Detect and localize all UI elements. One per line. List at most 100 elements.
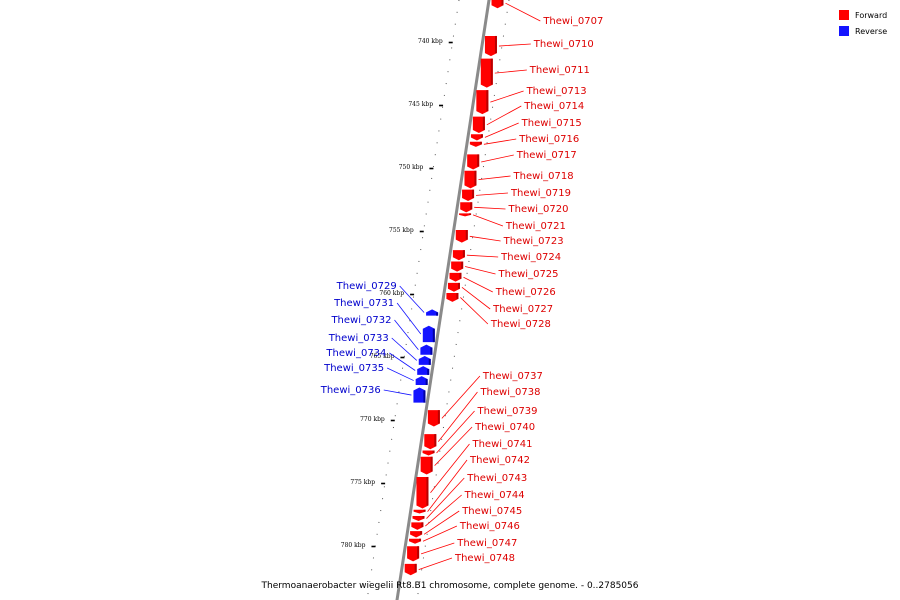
- gene-label[interactable]: Thewi_0720: [508, 204, 569, 215]
- gene-thewi-0717: [467, 154, 479, 169]
- gene-shadow: [491, 59, 493, 85]
- gene-thewi-0713: [476, 90, 488, 114]
- gene-label[interactable]: Thewi_0725: [498, 269, 559, 280]
- gene-shadow: [436, 312, 438, 315]
- gene-thewi-0745: [410, 531, 422, 537]
- leader-line: [463, 277, 492, 292]
- gene-label[interactable]: Thewi_0719: [510, 188, 571, 199]
- gene-shadow: [433, 451, 435, 454]
- leader-line: [430, 444, 469, 493]
- gene-thewi-0724: [453, 250, 465, 260]
- gene-shadow: [426, 379, 428, 385]
- gene-label[interactable]: Thewi_0744: [464, 490, 525, 501]
- leader-line: [499, 44, 531, 46]
- gene-thewi-0742: [414, 510, 426, 514]
- gene-thewi-0743: [413, 516, 425, 521]
- gene-thewi-0747: [407, 546, 419, 561]
- genome-caption: Thermoanaerobacter wiegelii Rt8.B1 chrom…: [261, 581, 639, 591]
- gene-shadow: [426, 477, 428, 506]
- leader-line: [428, 460, 467, 512]
- gene-thewi-0737: [428, 410, 440, 426]
- gene-label[interactable]: Thewi_0740: [474, 422, 535, 433]
- gene-label[interactable]: Thewi_0748: [454, 553, 515, 564]
- gene-label[interactable]: Thewi_0729: [336, 281, 397, 292]
- gene-shadow: [458, 283, 460, 289]
- gene-label[interactable]: Thewi_0726: [495, 287, 556, 298]
- gene-thewi-0741: [416, 477, 428, 509]
- tick-label-780: 780 kbp: [341, 542, 366, 549]
- leader-line: [384, 390, 412, 395]
- legend-forward-swatch: [839, 10, 849, 20]
- gene-label[interactable]: Thewi_0721: [505, 221, 566, 232]
- leader-line: [490, 91, 523, 102]
- gene-label[interactable]: Thewi_0728: [490, 319, 551, 330]
- gene-shadow: [495, 36, 497, 53]
- gene-thewi-0740: [421, 457, 433, 475]
- gene-shadow: [421, 522, 423, 527]
- gene-thewi-0744: [411, 522, 423, 530]
- gene-label[interactable]: Thewi_0747: [456, 538, 517, 549]
- leader-line: [485, 123, 519, 137]
- gene-thewi-0726: [449, 273, 461, 282]
- gene-thewi-0710: [485, 36, 497, 56]
- gene-label[interactable]: Thewi_0737: [482, 371, 543, 382]
- gene-label[interactable]: Thewi_0724: [500, 252, 561, 263]
- leader-line: [397, 303, 421, 334]
- gene-label[interactable]: Thewi_0717: [516, 150, 577, 161]
- tick-label-740: 740 kbp: [418, 38, 443, 45]
- leader-line: [438, 392, 477, 442]
- gene-thewi-0748: [405, 564, 417, 575]
- gene-shadow: [502, 0, 504, 5]
- gene-label[interactable]: Thewi_0741: [471, 439, 532, 450]
- gene-label[interactable]: Thewi_0714: [523, 101, 584, 112]
- gene-label[interactable]: Thewi_0735: [323, 363, 384, 374]
- gene-shadow: [429, 359, 431, 365]
- leader-line: [474, 207, 505, 209]
- gene-label[interactable]: Thewi_0718: [513, 171, 574, 182]
- gene-shadow: [474, 171, 476, 186]
- gene-label[interactable]: Thewi_0731: [333, 298, 394, 309]
- leader-line: [423, 526, 457, 541]
- gene-label[interactable]: Thewi_0715: [521, 118, 582, 129]
- gene-label[interactable]: Thewi_0734: [325, 348, 386, 359]
- coordinate-ticks: 740 kbp 745 kbp 750 kbp 755 kbp 760 kbp 765 k…: [341, 38, 453, 549]
- leader-line: [460, 297, 487, 324]
- gene-label[interactable]: Thewi_0745: [461, 506, 522, 517]
- gene-label[interactable]: Thewi_0739: [477, 406, 538, 417]
- gene-thewi-0711: [481, 59, 493, 88]
- gene-shadow: [463, 250, 465, 257]
- gene-shadow: [477, 154, 479, 166]
- gene-label[interactable]: Thewi_0746: [459, 521, 520, 532]
- gene-shadow: [486, 90, 488, 111]
- gene-label[interactable]: Thewi_0743: [466, 473, 527, 484]
- gene-shadow: [430, 348, 432, 355]
- gene-thewi-0721: [459, 213, 471, 216]
- gene-shadow: [438, 410, 440, 423]
- leader-line: [506, 3, 541, 21]
- gene-thewi-0715: [471, 134, 483, 140]
- gene-label[interactable]: Thewi_0727: [492, 304, 553, 315]
- gene-label[interactable]: Thewi_0732: [330, 315, 391, 326]
- gene-thewi-0729: [426, 309, 438, 315]
- gene-thewi-0714: [473, 117, 485, 133]
- gene-thewi-0723: [456, 230, 468, 243]
- gene-shadow: [424, 510, 426, 512]
- gene-label[interactable]: Thewi_0713: [526, 86, 587, 97]
- leader-line: [465, 267, 495, 274]
- gene-shadow: [417, 546, 419, 558]
- gene-label[interactable]: Thewi_0707: [542, 16, 603, 27]
- gene-label[interactable]: Thewi_0738: [479, 387, 540, 398]
- gene-label[interactable]: Thewi_0736: [320, 385, 381, 396]
- gene-label[interactable]: Thewi_0710: [533, 39, 594, 50]
- gene-thewi-0719: [462, 190, 474, 201]
- leader-line: [481, 155, 514, 162]
- gene-thewi-0727: [448, 283, 460, 292]
- leader-line: [478, 176, 510, 180]
- tick-label-755: 755 kbp: [389, 227, 414, 234]
- gene-label[interactable]: Thewi_0723: [503, 236, 564, 247]
- gene-label[interactable]: Thewi_0711: [529, 65, 590, 76]
- gene-thewi-0736: [413, 388, 425, 403]
- gene-label[interactable]: Thewi_0742: [469, 455, 530, 466]
- gene-label[interactable]: Thewi_0733: [328, 333, 389, 344]
- gene-label[interactable]: Thewi_0716: [518, 134, 579, 145]
